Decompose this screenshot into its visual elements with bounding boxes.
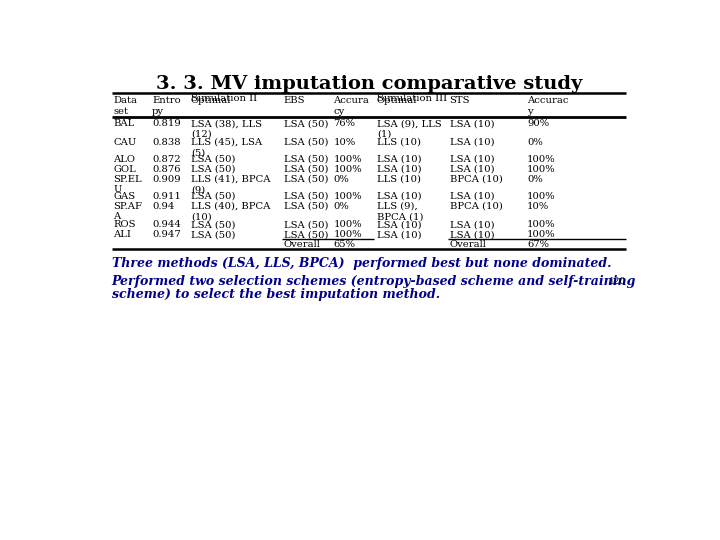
Text: LSA (10): LSA (10) bbox=[449, 220, 494, 230]
Text: scheme) to select the best imputation method.: scheme) to select the best imputation me… bbox=[112, 288, 440, 301]
Text: 10%: 10% bbox=[527, 202, 549, 211]
Text: 0.94: 0.94 bbox=[152, 202, 174, 211]
Text: LSA (50): LSA (50) bbox=[284, 165, 328, 174]
Text: 0.944: 0.944 bbox=[152, 220, 181, 230]
Text: LSA (10): LSA (10) bbox=[377, 220, 421, 230]
Text: Accurac
y: Accurac y bbox=[527, 96, 569, 116]
Text: 0.909: 0.909 bbox=[152, 175, 181, 184]
Text: 0%: 0% bbox=[527, 175, 543, 184]
Text: LSA (10): LSA (10) bbox=[449, 155, 494, 164]
Text: LSA (50): LSA (50) bbox=[191, 165, 235, 174]
Text: 0.872: 0.872 bbox=[152, 155, 181, 164]
Text: LSA (50): LSA (50) bbox=[191, 155, 235, 164]
Text: 100%: 100% bbox=[333, 220, 362, 230]
Text: 76%: 76% bbox=[333, 119, 356, 129]
Text: LSA (50): LSA (50) bbox=[191, 231, 235, 239]
Text: Simulation III: Simulation III bbox=[377, 94, 447, 103]
Text: 100%: 100% bbox=[527, 220, 556, 230]
Text: 10%: 10% bbox=[333, 138, 356, 147]
Text: Optimal: Optimal bbox=[377, 96, 417, 105]
Text: SP.EL
U: SP.EL U bbox=[113, 175, 142, 194]
Text: LSA (9), LLS
(1): LSA (9), LLS (1) bbox=[377, 119, 441, 139]
Text: Simulation II: Simulation II bbox=[191, 94, 257, 103]
Text: 100%: 100% bbox=[527, 165, 556, 174]
Text: LSA (10): LSA (10) bbox=[449, 192, 494, 201]
Text: Data
set: Data set bbox=[113, 96, 138, 116]
Text: LSA (50): LSA (50) bbox=[284, 192, 328, 201]
Text: 100%: 100% bbox=[527, 155, 556, 164]
Text: 0%: 0% bbox=[527, 138, 543, 147]
Text: LLS (40), BPCA
(10): LLS (40), BPCA (10) bbox=[191, 202, 270, 221]
Text: STS: STS bbox=[449, 96, 470, 105]
Text: BAL: BAL bbox=[113, 119, 135, 129]
Text: LSA (50): LSA (50) bbox=[284, 119, 328, 129]
Text: LSA (50): LSA (50) bbox=[284, 202, 328, 211]
Text: CAU: CAU bbox=[113, 138, 137, 147]
Text: LSA (10): LSA (10) bbox=[377, 231, 421, 239]
Text: 0.819: 0.819 bbox=[152, 119, 181, 129]
Text: LSA (50): LSA (50) bbox=[191, 192, 235, 201]
Text: LSA (50): LSA (50) bbox=[191, 220, 235, 230]
Text: LSA (50): LSA (50) bbox=[284, 220, 328, 230]
Text: LLS (10): LLS (10) bbox=[377, 138, 420, 147]
Text: LLS (9),
BPCA (1): LLS (9), BPCA (1) bbox=[377, 202, 423, 221]
Text: 3. 3. MV imputation comparative study: 3. 3. MV imputation comparative study bbox=[156, 75, 582, 93]
Text: LSA (50): LSA (50) bbox=[284, 175, 328, 184]
Text: SP.AF
A: SP.AF A bbox=[113, 202, 143, 221]
Text: LSA (50): LSA (50) bbox=[284, 138, 328, 147]
Text: 100%: 100% bbox=[527, 192, 556, 201]
Text: 90%: 90% bbox=[527, 119, 549, 129]
Text: EBS: EBS bbox=[284, 96, 305, 105]
Text: Performed two selection schemes (entropy-based scheme and self-training: Performed two selection schemes (entropy… bbox=[112, 275, 636, 288]
Text: 100%: 100% bbox=[333, 155, 362, 164]
Text: GOL: GOL bbox=[113, 165, 136, 174]
Text: LSA (50): LSA (50) bbox=[284, 155, 328, 164]
Text: ALO: ALO bbox=[113, 155, 135, 164]
Text: 120: 120 bbox=[609, 278, 626, 286]
Text: Overall: Overall bbox=[449, 240, 487, 249]
Text: LSA (10): LSA (10) bbox=[449, 231, 494, 239]
Text: 0.838: 0.838 bbox=[152, 138, 181, 147]
Text: Optimal: Optimal bbox=[191, 96, 231, 105]
Text: 0%: 0% bbox=[333, 175, 349, 184]
Text: 65%: 65% bbox=[333, 240, 356, 249]
Text: Three methods (LSA, LLS, BPCA)  performed best but none dominated.: Three methods (LSA, LLS, BPCA) performed… bbox=[112, 256, 611, 269]
Text: BPCA (10): BPCA (10) bbox=[449, 202, 503, 211]
Text: LLS (45), LSA
(5): LLS (45), LSA (5) bbox=[191, 138, 262, 157]
Text: Overall: Overall bbox=[284, 240, 320, 249]
Text: 100%: 100% bbox=[527, 231, 556, 239]
Text: 100%: 100% bbox=[333, 192, 362, 201]
Text: 0.876: 0.876 bbox=[152, 165, 181, 174]
Text: 0.947: 0.947 bbox=[152, 231, 181, 239]
Text: LSA (10): LSA (10) bbox=[449, 119, 494, 129]
Text: BPCA (10): BPCA (10) bbox=[449, 175, 503, 184]
Text: 67%: 67% bbox=[527, 240, 549, 249]
Text: GAS: GAS bbox=[113, 192, 135, 201]
Text: LSA (10): LSA (10) bbox=[377, 155, 421, 164]
Text: LSA (10): LSA (10) bbox=[449, 165, 494, 174]
Text: 0.911: 0.911 bbox=[152, 192, 181, 201]
Text: ROS: ROS bbox=[113, 220, 136, 230]
Text: Accura
cy: Accura cy bbox=[333, 96, 369, 116]
Text: 100%: 100% bbox=[333, 231, 362, 239]
Text: LSA (10): LSA (10) bbox=[449, 138, 494, 147]
Text: LSA (10): LSA (10) bbox=[377, 192, 421, 201]
Text: ALI: ALI bbox=[113, 231, 131, 239]
Text: LLS (10): LLS (10) bbox=[377, 175, 420, 184]
Text: LLS (41), BPCA
(9): LLS (41), BPCA (9) bbox=[191, 175, 270, 194]
Text: 0%: 0% bbox=[333, 202, 349, 211]
Text: 100%: 100% bbox=[333, 165, 362, 174]
Text: LSA (50): LSA (50) bbox=[284, 231, 328, 239]
Text: LSA (38), LLS
(12): LSA (38), LLS (12) bbox=[191, 119, 262, 139]
Text: LSA (10): LSA (10) bbox=[377, 165, 421, 174]
Text: Entro
py: Entro py bbox=[152, 96, 181, 116]
